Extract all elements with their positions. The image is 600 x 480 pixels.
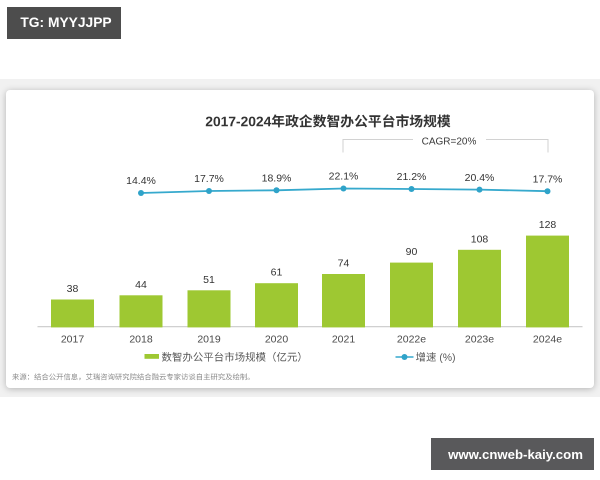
svg-text:17.7%: 17.7% — [194, 173, 224, 185]
svg-text:108: 108 — [471, 233, 489, 245]
svg-text:2018: 2018 — [129, 334, 153, 346]
svg-text:CAGR=20%: CAGR=20% — [422, 136, 477, 147]
svg-text:21.2%: 21.2% — [397, 171, 427, 183]
svg-text:2024e: 2024e — [533, 334, 562, 346]
svg-text:2021: 2021 — [332, 334, 356, 346]
svg-text:51: 51 — [203, 274, 215, 286]
svg-text:2023e: 2023e — [465, 334, 494, 346]
svg-text:2022e: 2022e — [397, 334, 426, 346]
svg-text:2020: 2020 — [265, 334, 289, 346]
svg-text:20.4%: 20.4% — [465, 172, 495, 184]
svg-text:90: 90 — [406, 246, 418, 258]
svg-text:2019: 2019 — [197, 334, 221, 346]
svg-text:74: 74 — [338, 258, 350, 270]
svg-text:22.1%: 22.1% — [329, 171, 359, 183]
svg-text:61: 61 — [271, 267, 283, 279]
svg-text:128: 128 — [539, 219, 557, 231]
svg-text:2017: 2017 — [61, 334, 85, 346]
svg-text:14.4%: 14.4% — [126, 175, 156, 187]
svg-text:44: 44 — [135, 279, 147, 291]
svg-text:18.9%: 18.9% — [262, 173, 292, 185]
svg-text:38: 38 — [67, 283, 79, 295]
svg-text:17.7%: 17.7% — [533, 173, 563, 185]
